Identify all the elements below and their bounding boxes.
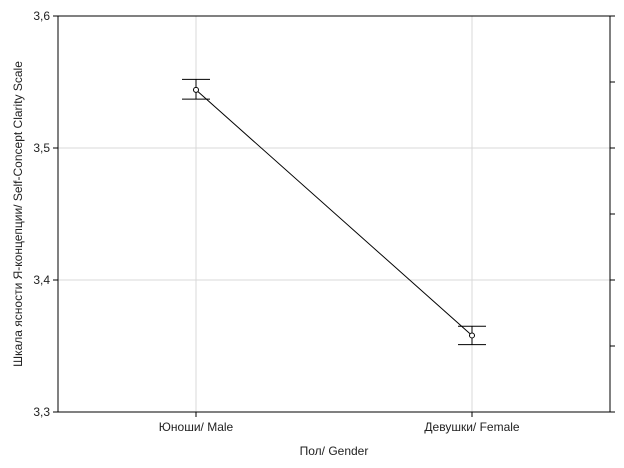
plot-frame [57,15,611,413]
y-tick-label: 3,5 [33,141,50,155]
series-line [195,89,473,336]
x-axis-label: Пол/ Gender [300,444,369,458]
grid [58,16,610,412]
data-point [469,332,475,339]
y-axis: 3,3 3,4 3,5 3,6 [33,9,58,419]
x-axis: Юноши/ Male Девушки/ Female [159,412,520,434]
right-axis-ticks [610,15,615,413]
x-tick-label: Юноши/ Male [159,420,234,434]
series [182,78,486,346]
data-point [193,86,199,93]
y-tick-label: 3,4 [33,273,50,287]
y-axis-label: Шкала ясности Я-концепции/ Self-Concept … [11,61,25,367]
y-tick-label: 3,3 [33,405,50,419]
x-tick-label: Девушки/ Female [424,420,520,434]
y-tick-label: 3,6 [33,9,50,23]
